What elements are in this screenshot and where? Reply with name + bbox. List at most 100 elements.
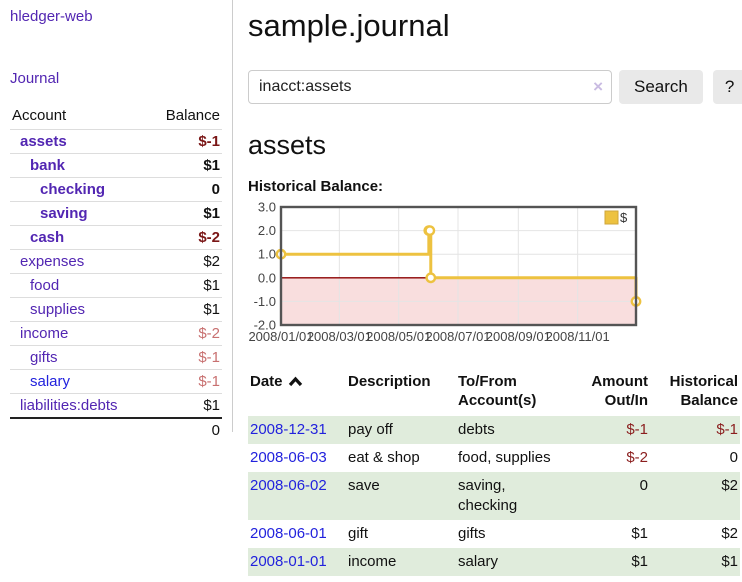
chart-canvas: $3.0 2.0 1.0 0.0 -1.0 -2.02008/01/012008/03/0… xyxy=(248,200,642,344)
svg-text:1.0: 1.0 xyxy=(258,247,276,262)
account-balance: $-1 xyxy=(147,129,222,154)
search-row: × Search ? xyxy=(248,70,742,104)
account-link-gifts[interactable]: gifts xyxy=(30,349,58,366)
accounts-table: Account Balance assets $-1 bank $1 checking 0… xyxy=(10,105,222,442)
transaction-description: eat & shop xyxy=(348,449,420,466)
account-row: expenses $2 xyxy=(10,249,222,274)
sort-asc-icon xyxy=(288,376,302,387)
account-row: liabilities:debts $1 xyxy=(10,393,222,418)
svg-text:2008/03/01: 2008/03/01 xyxy=(307,329,372,344)
transaction-balance: 0 xyxy=(729,449,738,466)
chart-title: Historical Balance: xyxy=(248,178,384,195)
account-link-bank[interactable]: bank xyxy=(30,157,66,174)
account-link-checking[interactable]: checking xyxy=(40,181,106,198)
svg-text:2008/05/01: 2008/05/01 xyxy=(366,329,431,344)
transaction-balance: $-1 xyxy=(650,416,740,444)
clear-search-icon[interactable]: × xyxy=(593,77,603,96)
svg-text:2008/11/01: 2008/11/01 xyxy=(546,329,610,344)
register-table: Date Description To/From Account(s) Amount … xyxy=(248,369,740,576)
search-input[interactable] xyxy=(248,70,612,104)
transaction-date-link[interactable]: 2008-12-31 xyxy=(250,421,327,438)
transaction-description: gift xyxy=(348,525,369,542)
svg-text:2008/01/01: 2008/01/01 xyxy=(248,329,313,344)
register-row: 2008-06-03 eat & shop food, supplies $-2 0 xyxy=(248,444,740,472)
svg-text:-1.0: -1.0 xyxy=(254,294,276,309)
transaction-accounts: food, supplies xyxy=(458,449,551,466)
account-heading: assets xyxy=(248,130,327,160)
register-row: 2008-06-01 gift gifts $1 $2 xyxy=(248,520,740,548)
account-link-liabilities-debts[interactable]: liabilities:debts xyxy=(20,397,118,414)
account-balance: $-2 xyxy=(147,225,222,250)
account-link-assets[interactable]: assets xyxy=(20,133,67,150)
register-row: 2008-06-02 save saving, checking 0 $2 xyxy=(248,472,740,520)
account-link-cash[interactable]: cash xyxy=(30,229,65,246)
accounts-total-value: 0 xyxy=(147,417,222,442)
register-header-to-from-account-s-: To/From Account(s) xyxy=(458,373,537,409)
account-row: gifts $-1 xyxy=(10,345,222,370)
svg-text:-2.0: -2.0 xyxy=(254,318,276,333)
account-link-salary[interactable]: salary xyxy=(30,373,71,390)
transaction-amount: $1 xyxy=(631,525,648,542)
account-balance: 0 xyxy=(147,177,222,202)
svg-text:2008/09/01: 2008/09/01 xyxy=(486,329,551,344)
main-content: sample.journal × Search ? assets Histori… xyxy=(248,0,742,576)
account-row: food $1 xyxy=(10,273,222,298)
svg-text:0.0: 0.0 xyxy=(258,270,276,285)
transaction-date-link[interactable]: 2008-06-02 xyxy=(250,477,327,494)
register-header-amount-out-in: Amount Out/In xyxy=(591,373,648,409)
app-title-link[interactable]: hledger-web xyxy=(10,8,93,25)
transaction-amount: $-2 xyxy=(626,449,648,466)
transaction-date-link[interactable]: 2008-01-01 xyxy=(250,553,327,570)
transaction-accounts: saving, checking xyxy=(456,472,574,520)
register-header-date[interactable]: Date xyxy=(248,369,346,416)
account-row: bank $1 xyxy=(10,153,222,178)
transaction-date-link[interactable]: 2008-06-03 xyxy=(250,449,327,466)
account-balance: $1 xyxy=(147,201,222,226)
transaction-accounts: salary xyxy=(456,548,574,576)
register-row: 2008-01-01 income salary $1 $1 xyxy=(248,548,740,576)
account-link-food[interactable]: food xyxy=(30,277,60,294)
transaction-amount: 0 xyxy=(574,472,650,520)
account-link-supplies[interactable]: supplies xyxy=(30,301,86,318)
sidebar-item-journal[interactable]: Journal xyxy=(10,70,60,87)
account-balance: $-2 xyxy=(147,321,222,346)
help-button[interactable]: ? xyxy=(712,70,742,104)
chart-legend-label: $ xyxy=(620,210,628,225)
account-balance: $1 xyxy=(147,393,222,418)
transaction-description: income xyxy=(346,548,456,576)
transaction-balance: $2 xyxy=(721,525,738,542)
account-row: income $-2 xyxy=(10,321,222,346)
transaction-accounts: debts xyxy=(456,416,574,444)
transaction-description: save xyxy=(346,472,456,520)
register-row: 2008-12-31 pay off debts $-1 $-1 xyxy=(248,416,740,444)
account-link-saving[interactable]: saving xyxy=(40,205,88,222)
account-balance: $-1 xyxy=(147,369,222,394)
balance-chart: $3.0 2.0 1.0 0.0 -1.0 -2.0 2008/01/01 2008/03/0… xyxy=(248,200,742,353)
account-link-expenses[interactable]: expenses xyxy=(20,253,85,270)
account-balance: $1 xyxy=(147,273,222,298)
transaction-accounts: gifts xyxy=(458,525,486,542)
transaction-description: pay off xyxy=(346,416,456,444)
account-balance: $-1 xyxy=(147,345,222,370)
account-balance: $1 xyxy=(147,153,222,178)
transaction-amount: $1 xyxy=(574,548,650,576)
svg-text:3.0: 3.0 xyxy=(258,202,276,215)
svg-text:2.0: 2.0 xyxy=(258,223,276,238)
account-row: salary $-1 xyxy=(10,369,222,394)
account-row: saving $1 xyxy=(10,201,222,226)
search-button[interactable]: Search xyxy=(619,70,703,104)
register-header-historical-balance: Historical Balance xyxy=(669,373,738,409)
transaction-date-link[interactable]: 2008-06-01 xyxy=(250,525,327,542)
transaction-balance: $1 xyxy=(650,548,740,576)
account-row: cash $-2 xyxy=(10,225,222,250)
account-link-income[interactable]: income xyxy=(20,325,69,342)
transaction-balance: $2 xyxy=(650,472,740,520)
account-balance: $1 xyxy=(147,297,222,322)
account-row: checking 0 xyxy=(10,177,222,202)
account-balance: $2 xyxy=(147,249,222,274)
page-title: sample.journal xyxy=(248,8,450,43)
sidebar: hledger-web Journal Account Balance asse… xyxy=(0,0,233,442)
account-row: supplies $1 xyxy=(10,297,222,322)
account-row: assets $-1 xyxy=(10,129,222,154)
accounts-header-balance: Balance xyxy=(165,107,220,124)
